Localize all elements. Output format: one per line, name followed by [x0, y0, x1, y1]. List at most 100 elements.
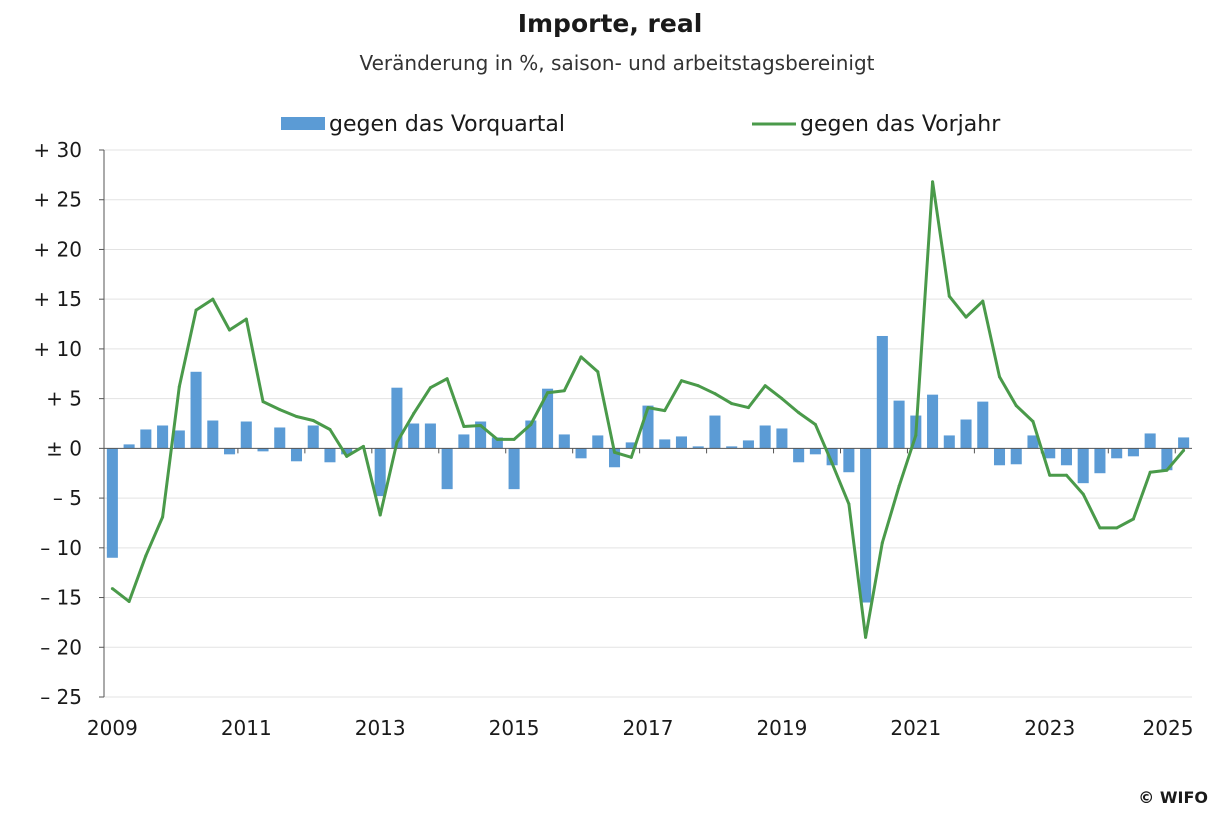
line-point-57	[1064, 473, 1068, 477]
line-point-58	[1081, 492, 1085, 496]
line-series	[110, 180, 1186, 639]
y-tick-label-2: + 20	[33, 237, 82, 261]
y-tick-label-9: – 15	[40, 586, 82, 610]
bar-41	[793, 448, 805, 463]
bar-2	[140, 429, 152, 449]
line-point-6	[211, 297, 215, 301]
bar-64	[1178, 437, 1190, 449]
line-point-26	[546, 391, 550, 395]
bar-16	[374, 448, 386, 497]
line-point-10	[278, 408, 282, 412]
bar-28	[575, 448, 587, 459]
bar-63	[1161, 448, 1173, 471]
bar-21	[458, 434, 470, 449]
line-point-1	[127, 600, 131, 604]
line-point-56	[1048, 473, 1052, 477]
line-point-45	[864, 635, 868, 639]
line-point-2	[144, 554, 148, 558]
bar-24	[508, 448, 520, 490]
bar-12	[307, 425, 319, 449]
bar-47	[893, 400, 905, 449]
line-point-37	[730, 402, 734, 406]
bar-39	[759, 425, 771, 449]
line-point-51	[964, 315, 968, 319]
line-point-48	[914, 433, 918, 437]
bar-3	[157, 425, 169, 449]
bar-33	[659, 439, 671, 449]
bar-38	[742, 440, 754, 449]
bar-19	[424, 423, 436, 449]
y-tick-label-3: + 15	[33, 287, 82, 311]
y-tick-label-4: + 10	[33, 337, 82, 361]
bar-30	[608, 448, 621, 468]
line-point-30	[613, 450, 617, 454]
x-tick-label-8: 2025	[1143, 716, 1194, 740]
line-point-5	[194, 308, 198, 312]
line-point-39	[763, 384, 767, 388]
bar-22	[475, 421, 487, 449]
legend-swatch-bar	[281, 117, 325, 130]
line-point-36	[713, 392, 717, 396]
bar-37	[726, 446, 738, 449]
line-point-33	[663, 409, 667, 413]
line-point-35	[696, 384, 700, 388]
x-axis-ticks: 2009 2011 2013 2015 2017 2019 2021 2023 2025	[87, 716, 1194, 740]
bar-60	[1111, 448, 1123, 459]
line-point-8	[244, 317, 248, 321]
bar-27	[558, 434, 570, 449]
bar-54	[1010, 448, 1022, 465]
line-point-14	[345, 454, 349, 458]
bar-40	[776, 428, 788, 449]
line-point-20	[445, 377, 449, 381]
bar-8	[240, 421, 252, 449]
line-point-16	[378, 513, 382, 517]
bar-53	[993, 448, 1006, 466]
legend: gegen das Vorquartal gegen das Vorjahr	[281, 112, 1001, 137]
bar-42	[809, 448, 821, 455]
bar-34	[675, 436, 688, 449]
line-point-0	[110, 587, 114, 591]
y-tick-label-7: – 5	[53, 486, 82, 510]
y-tick-label-10: – 20	[40, 635, 82, 659]
bar-35	[692, 446, 704, 449]
bar-6	[207, 420, 219, 449]
bar-13	[324, 448, 336, 463]
line-point-32	[646, 406, 650, 410]
bar-5	[190, 371, 202, 449]
line-point-23	[495, 437, 499, 441]
grid	[104, 149, 1192, 698]
bar-14	[341, 448, 353, 455]
bar-20	[441, 448, 453, 490]
x-tick-label-6: 2021	[890, 716, 941, 740]
line-point-15	[361, 444, 365, 448]
bar-4	[173, 430, 185, 449]
line-point-61	[1131, 517, 1135, 521]
bar-1	[123, 444, 135, 449]
line-point-17	[395, 440, 399, 444]
bar-58	[1077, 448, 1089, 484]
bar-series	[106, 335, 1190, 603]
bar-10	[274, 427, 286, 449]
line-point-18	[412, 412, 416, 416]
y-axis-ticks: + 30 + 25 + 20 + 15 + 10 + 5 ± 0 – 5 – 10 – 15 – 2…	[33, 138, 82, 709]
line-point-4	[177, 385, 181, 389]
bar-43	[826, 448, 838, 466]
line-point-50	[947, 294, 951, 298]
line-point-49	[931, 180, 935, 184]
bar-56	[1044, 448, 1056, 459]
line-point-59	[1098, 526, 1102, 530]
x-tick-label-4: 2017	[623, 716, 674, 740]
line-point-9	[261, 400, 265, 404]
line-point-25	[529, 422, 533, 426]
x-tick-label-1: 2011	[221, 716, 272, 740]
bar-44	[843, 448, 855, 473]
y-tick-label-11: – 25	[40, 685, 82, 709]
line-point-7	[228, 328, 232, 332]
legend-label-line: gegen das Vorjahr	[800, 112, 1001, 137]
legend-label-bar: gegen das Vorquartal	[329, 112, 565, 137]
line-point-28	[579, 355, 583, 359]
line-point-31	[629, 455, 633, 459]
line-point-52	[981, 299, 985, 303]
x-tick-label-5: 2019	[756, 716, 807, 740]
chart-subtitle: Veränderung in %, saison- und arbeitstag…	[360, 51, 875, 75]
